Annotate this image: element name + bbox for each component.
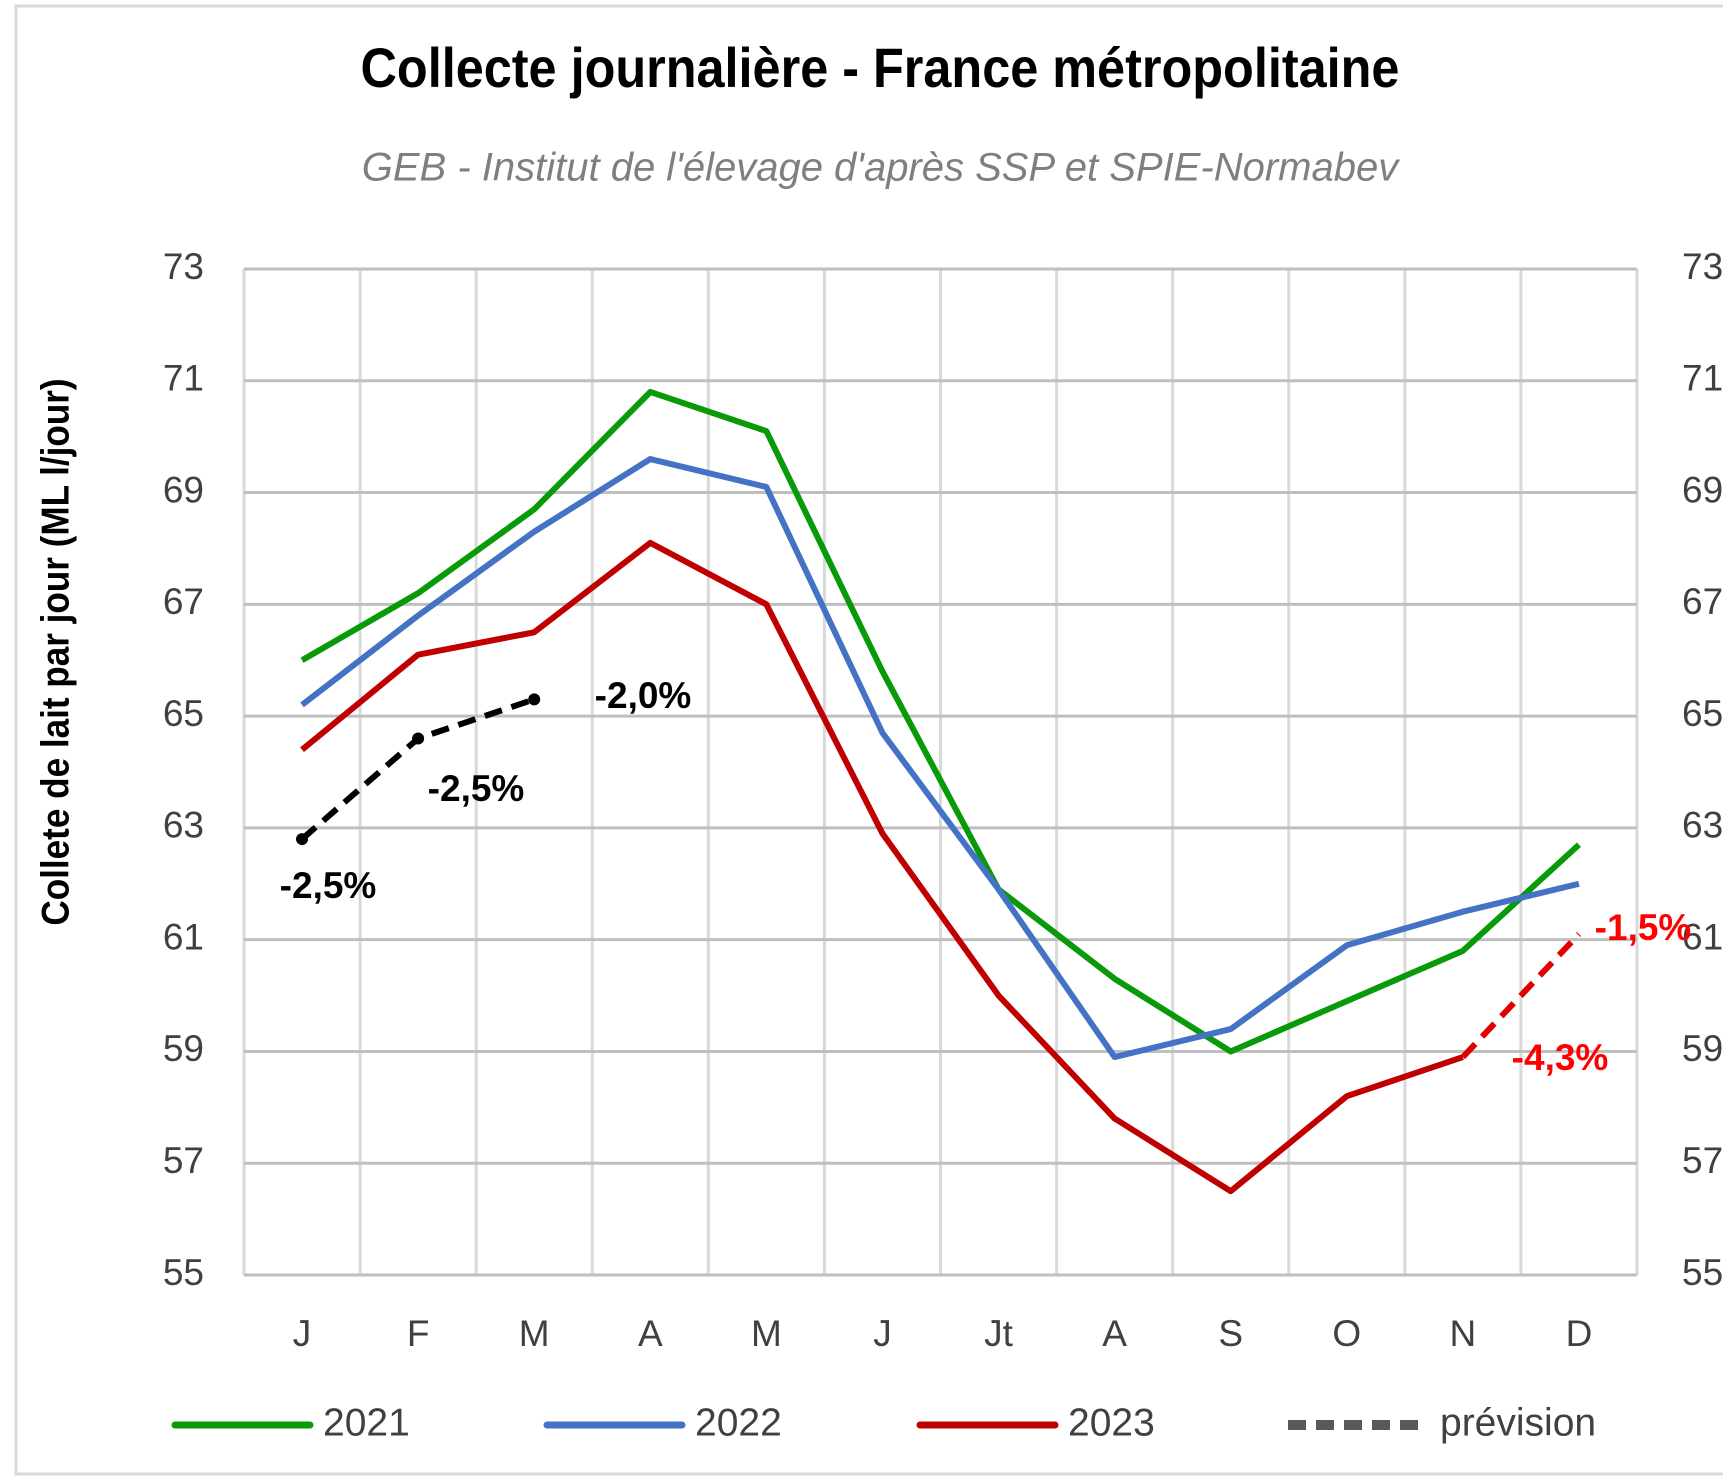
y-tick-label: 69: [163, 469, 204, 510]
annotation: -4,3%: [1512, 1037, 1609, 1078]
y-tick-label: 59: [163, 1028, 204, 1069]
y2-tick-label: 55: [1682, 1252, 1723, 1293]
y-tick-label: 63: [163, 805, 204, 846]
chart-subtitle: GEB - Institut de l'élevage d'après SSP …: [362, 146, 1401, 190]
y-tick-label: 71: [163, 358, 204, 399]
legend-label: 2021: [323, 1401, 410, 1444]
y2-tick-label: 59: [1682, 1028, 1723, 1069]
annotation: -2,0%: [595, 675, 692, 716]
y-tick-label: 61: [163, 916, 204, 957]
series-line: [300, 456, 1580, 1061]
series-line: [300, 539, 1464, 1195]
x-tick-label: M: [751, 1313, 782, 1354]
forecast-point: [528, 693, 541, 706]
x-tick-label: N: [1450, 1313, 1477, 1354]
legend-label: 2023: [1068, 1401, 1155, 1444]
annotation: -2,5%: [280, 865, 377, 906]
chart-title: Collecte journalière - France métropolit…: [361, 37, 1400, 99]
y2-tick-label: 65: [1682, 693, 1723, 734]
forecast-point: [412, 732, 425, 745]
y2-tick-label: 71: [1682, 358, 1723, 399]
x-tick-label: O: [1332, 1313, 1361, 1354]
annotation: -2,5%: [428, 768, 525, 809]
x-tick-label: A: [638, 1313, 663, 1354]
chart-frame: [14, 4, 1723, 1476]
y2-tick-label: 61: [1682, 916, 1723, 957]
annotation: -1,5%: [1595, 907, 1692, 948]
y2-tick-label: 69: [1682, 469, 1723, 510]
x-tick-label: J: [873, 1313, 892, 1354]
y-tick-label: 57: [163, 1140, 204, 1181]
y2-tick-label: 57: [1682, 1140, 1723, 1181]
y-tick-label: 55: [163, 1252, 204, 1293]
x-tick-label: F: [407, 1313, 430, 1354]
y2-tick-label: 67: [1682, 581, 1723, 622]
x-tick-label: A: [1102, 1313, 1127, 1354]
x-tick-label: J: [293, 1313, 312, 1354]
x-tick-label: S: [1218, 1313, 1243, 1354]
legend-label: prévision: [1440, 1401, 1596, 1444]
y2-tick-label: 73: [1682, 246, 1723, 287]
y2-tick-label: 63: [1682, 805, 1723, 846]
y-tick-label: 67: [163, 581, 204, 622]
y-axis-label: Collete de lait par jour (ML l/jour): [33, 378, 77, 925]
x-tick-label: Jt: [984, 1313, 1014, 1354]
x-tick-label: M: [519, 1313, 550, 1354]
legend-label: 2022: [695, 1401, 782, 1444]
x-tick-label: D: [1566, 1313, 1593, 1354]
forecast-line: [1460, 932, 1582, 1060]
series-line: [300, 388, 1581, 1055]
forecast-point: [296, 833, 309, 846]
y-tick-label: 73: [163, 246, 204, 287]
y-tick-label: 65: [163, 693, 204, 734]
